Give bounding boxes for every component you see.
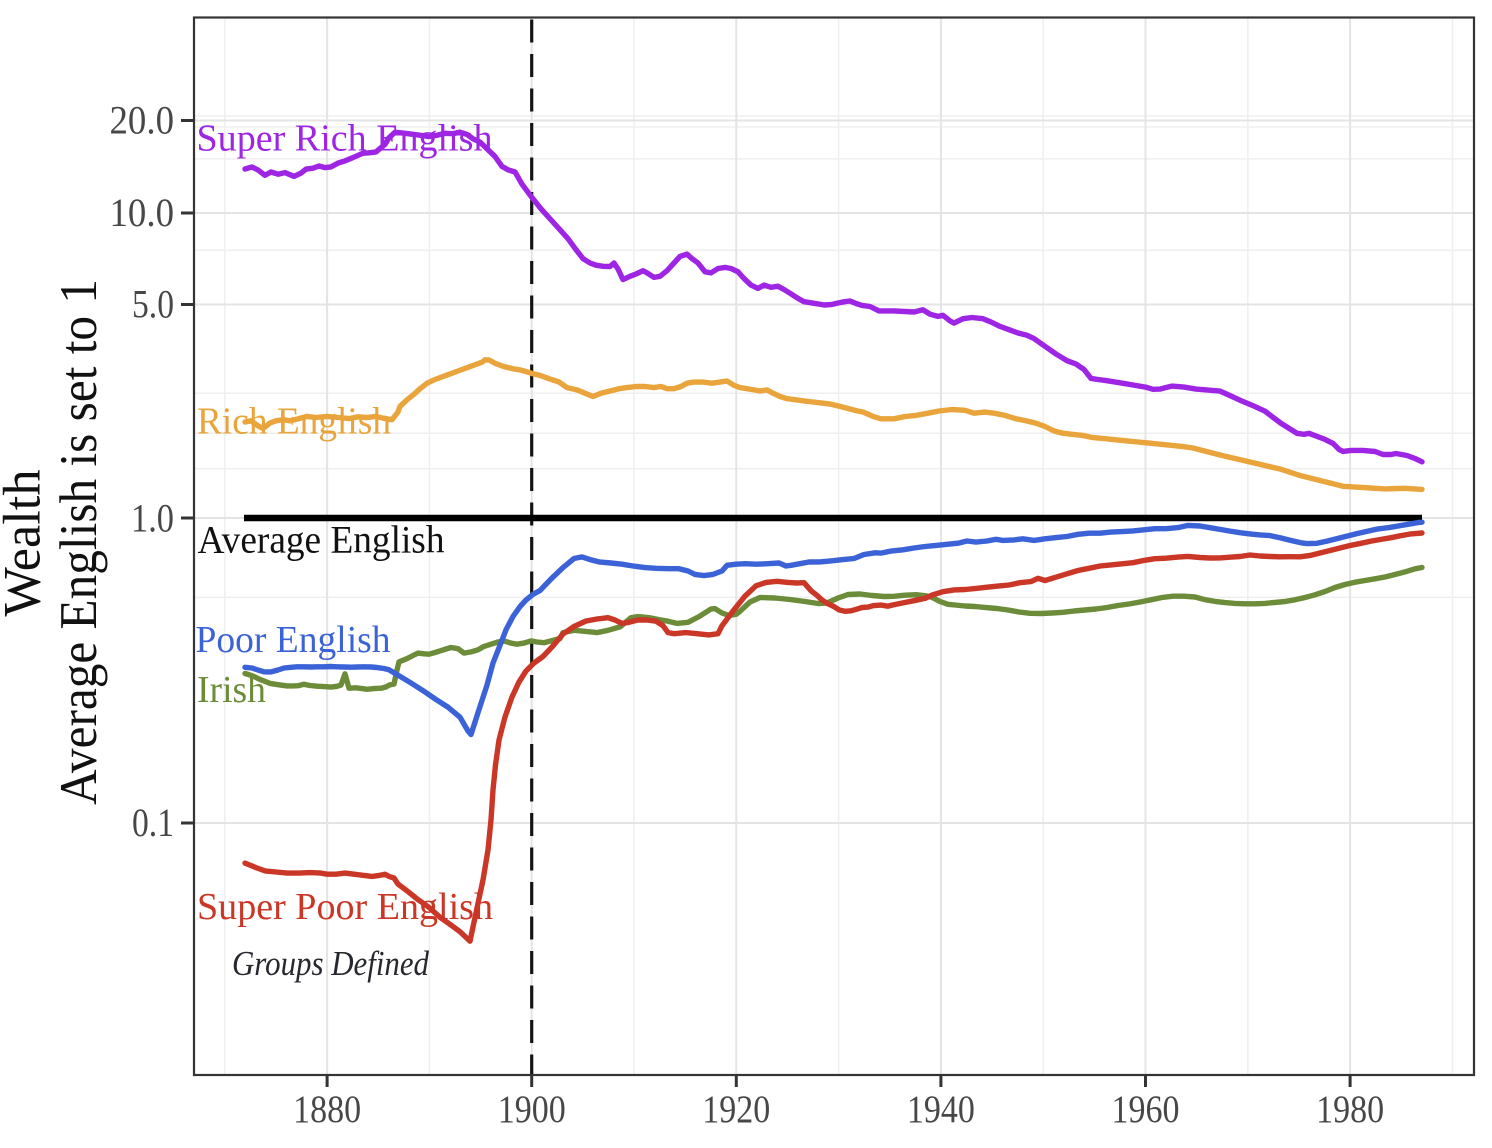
svg-text:20.0: 20.0 — [110, 98, 175, 143]
svg-text:Poor English: Poor English — [196, 619, 391, 661]
svg-text:Rich English: Rich English — [197, 400, 391, 442]
svg-text:0.1: 0.1 — [132, 800, 174, 845]
svg-text:1920: 1920 — [702, 1088, 770, 1131]
svg-text:Super Rich English: Super Rich English — [197, 118, 493, 160]
svg-text:1.0: 1.0 — [131, 496, 174, 541]
svg-text:Groups Defined: Groups Defined — [232, 944, 429, 983]
svg-text:Irish: Irish — [197, 669, 266, 711]
svg-text:1960: 1960 — [1112, 1088, 1180, 1131]
svg-text:Average English: Average English — [198, 518, 445, 562]
svg-text:Wealth: Wealth — [0, 470, 52, 617]
svg-text:1880: 1880 — [293, 1088, 361, 1131]
svg-text:Super Poor English: Super Poor English — [197, 886, 493, 928]
svg-text:1900: 1900 — [498, 1088, 566, 1131]
svg-text:1980: 1980 — [1316, 1088, 1384, 1131]
svg-text:Average English is set to 1: Average English is set to 1 — [50, 279, 108, 805]
svg-text:1940: 1940 — [907, 1088, 975, 1131]
svg-text:10.0: 10.0 — [110, 190, 175, 235]
svg-text:5.0: 5.0 — [132, 282, 174, 327]
